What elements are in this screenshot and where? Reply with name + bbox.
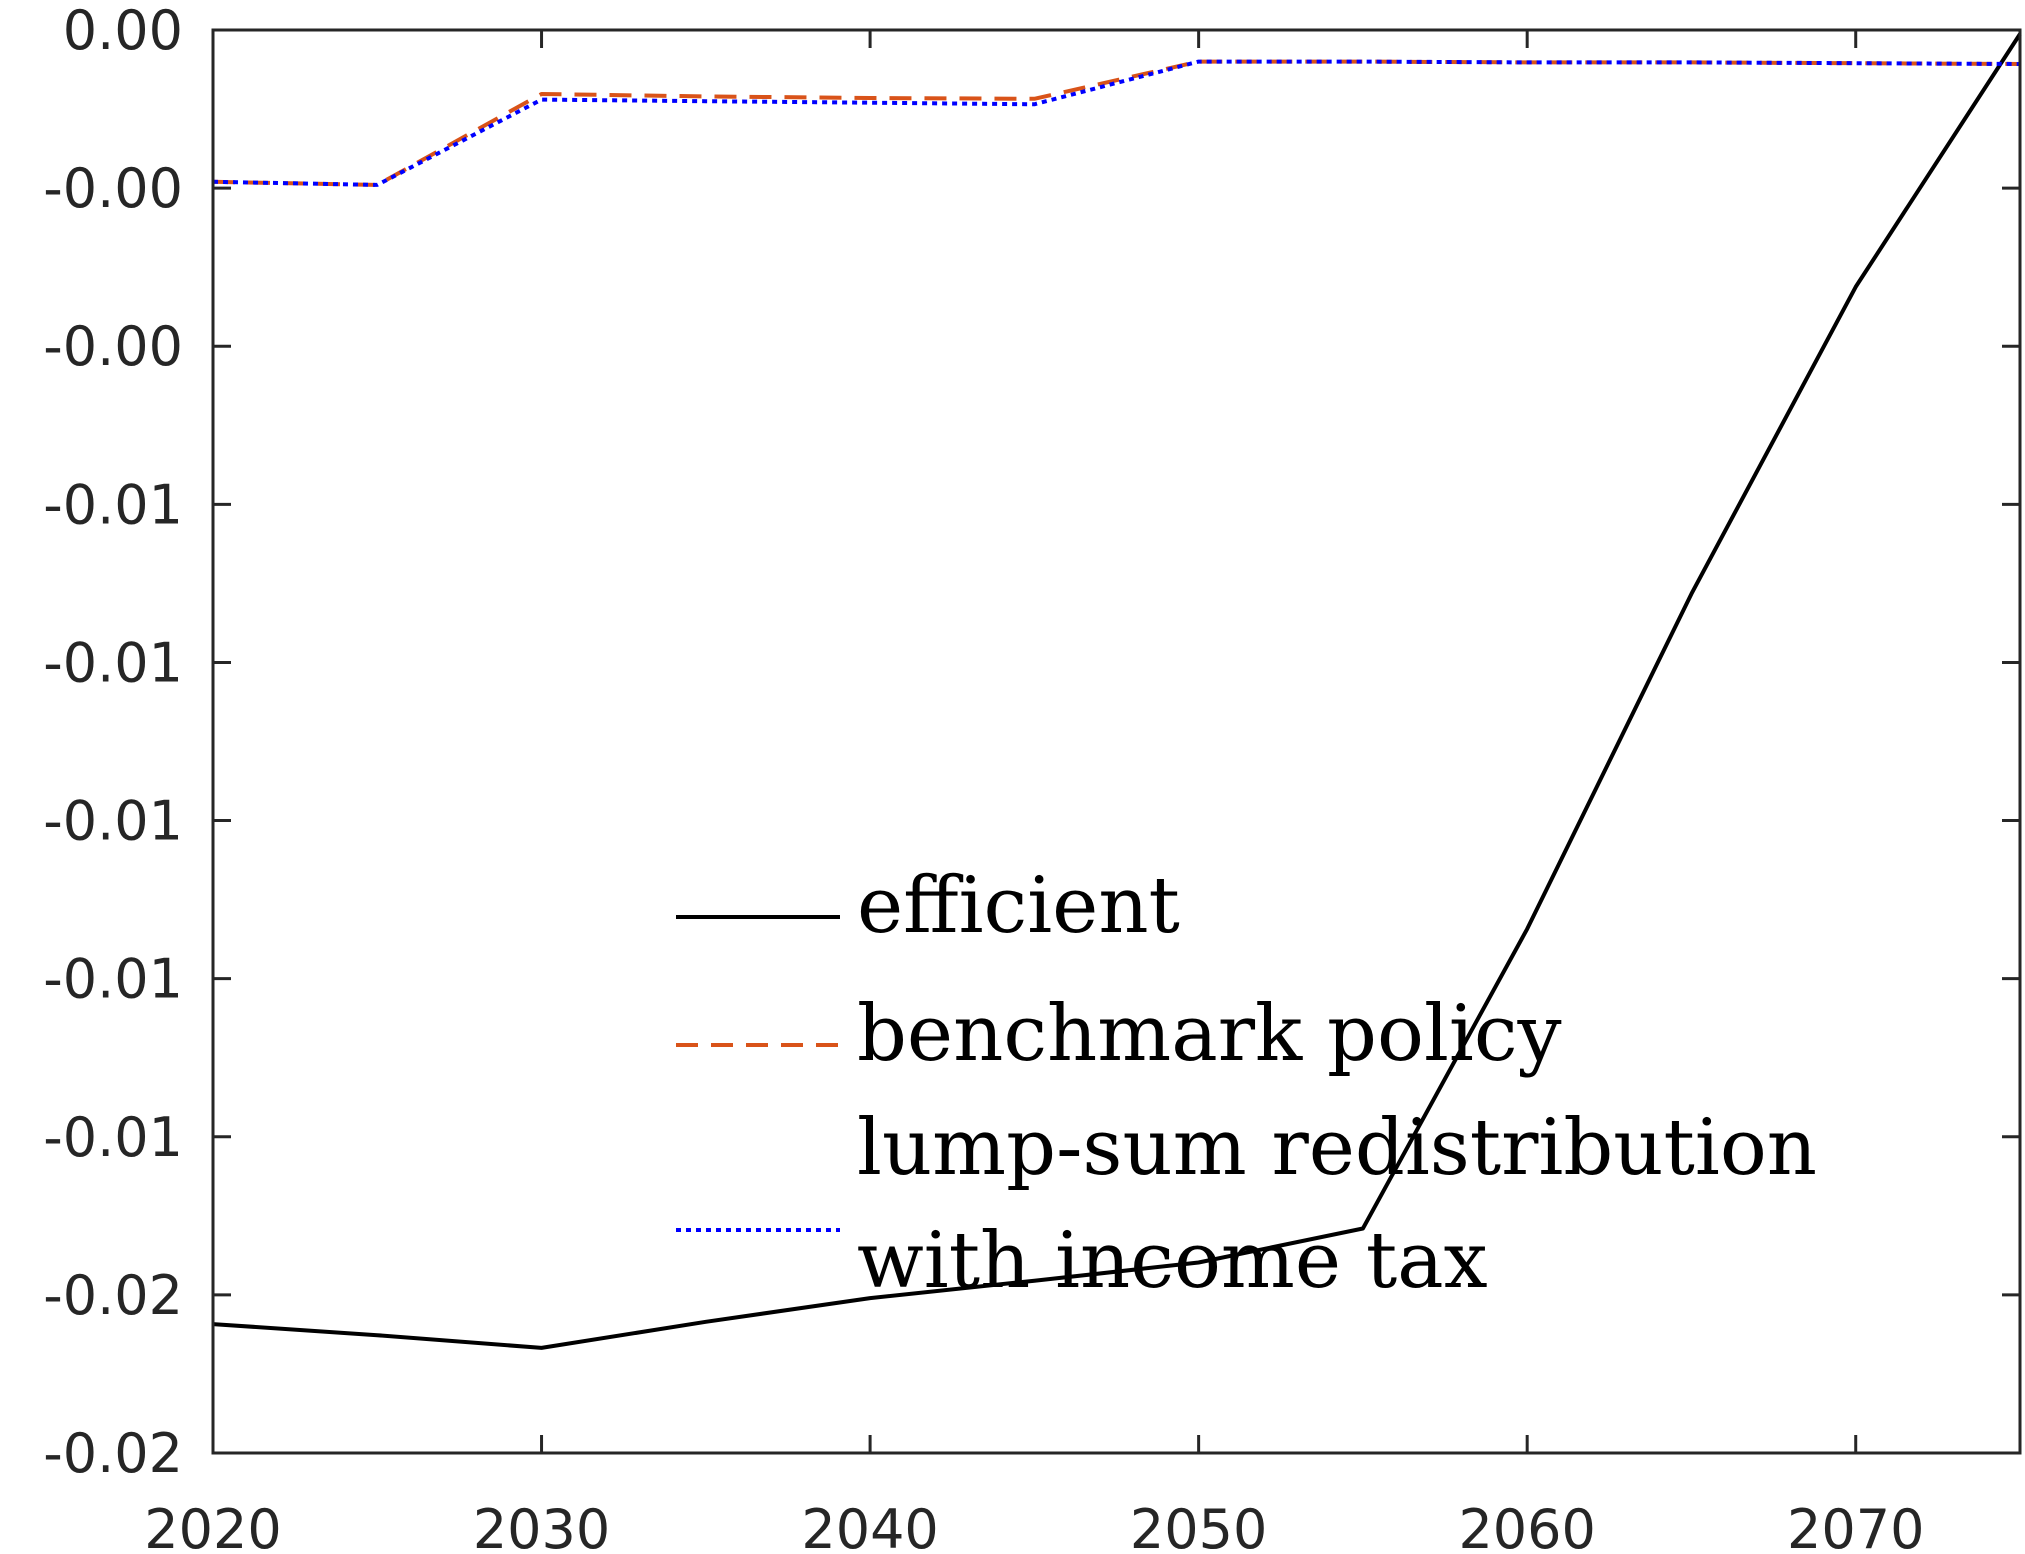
y-tick-label: -0.01 [43,1106,183,1169]
data-point-1-9 [1527,928,1528,929]
y-tick-label: -0.01 [43,473,183,536]
legend: efficient benchmark policy lump-sum redist… [676,861,1817,1306]
plot-area-frame [211,28,2022,1455]
data-point-3-8 [1362,61,1363,62]
data-point-1-4 [705,1321,706,1322]
x-tick-label: 2070 [1787,1498,1924,1554]
data-point-1-11 [1855,286,1856,287]
data-point-2-5 [870,98,871,99]
axis-ticks: 2020 2030 2040 2050 2060 2070 0.00 -0.00 -0.00 -0… [43,0,2020,1554]
legend-label-3-line-1: lump-sum redistribution [857,1103,1817,1193]
data-point-2-4 [705,96,706,97]
series-layer [212,32,2022,1350]
legend-label-2: benchmark policy [857,989,1562,1079]
data-point-2-6 [1034,98,1035,99]
x-tick-label: 2050 [1130,1498,1267,1554]
y-tick-label: -0.01 [43,631,183,694]
y-tick-label: -0.00 [43,315,183,378]
legend-label-1: efficient [857,861,1180,951]
data-point-3-6 [1034,104,1035,105]
y-tick-label: -0.01 [43,790,183,853]
data-point-3-11 [1855,63,1856,64]
y-tick-label: 0.00 [63,0,183,62]
data-point-3-4 [705,101,706,102]
data-point-1-10 [1691,593,1692,594]
data-point-3-10 [1691,62,1692,63]
y-tick-label: -0.00 [43,157,183,220]
series-line-2 [212,59,2021,187]
data-point-3-5 [870,102,871,103]
y-tick-label: -0.02 [43,1264,183,1327]
x-tick-label: 2040 [801,1498,938,1554]
x-tick-label: 2030 [473,1498,610,1554]
y-tick-label: -0.01 [43,948,183,1011]
data-point-1-3 [541,1347,542,1348]
data-point-3-9 [1527,62,1528,63]
x-tick-label: 2020 [144,1498,281,1554]
data-point-3-3 [541,99,542,100]
series-line-3 [212,59,2021,187]
data-point-3-2 [377,184,378,185]
data-point-1-2 [377,1335,378,1336]
series-line-1 [212,32,2022,1350]
legend-label-3-line-2: with income tax [857,1216,1488,1306]
x-tick-label: 2060 [1458,1498,1595,1554]
y-tick-label: -0.02 [43,1422,183,1485]
data-point-3-7 [1198,61,1199,62]
data-point-2-3 [541,94,542,95]
